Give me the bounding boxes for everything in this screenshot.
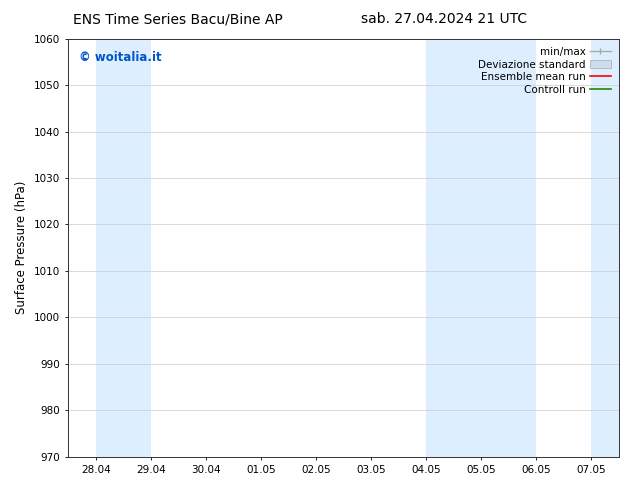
Legend: min/max, Deviazione standard, Ensemble mean run, Controll run: min/max, Deviazione standard, Ensemble m… — [475, 44, 614, 98]
Bar — [592, 39, 634, 457]
Y-axis label: Surface Pressure (hPa): Surface Pressure (hPa) — [15, 181, 28, 314]
Text: © woitalia.it: © woitalia.it — [79, 51, 162, 64]
Bar — [426, 39, 536, 457]
Bar — [96, 39, 151, 457]
Text: sab. 27.04.2024 21 UTC: sab. 27.04.2024 21 UTC — [361, 12, 527, 26]
Text: ENS Time Series Bacu/Bine AP: ENS Time Series Bacu/Bine AP — [73, 12, 282, 26]
